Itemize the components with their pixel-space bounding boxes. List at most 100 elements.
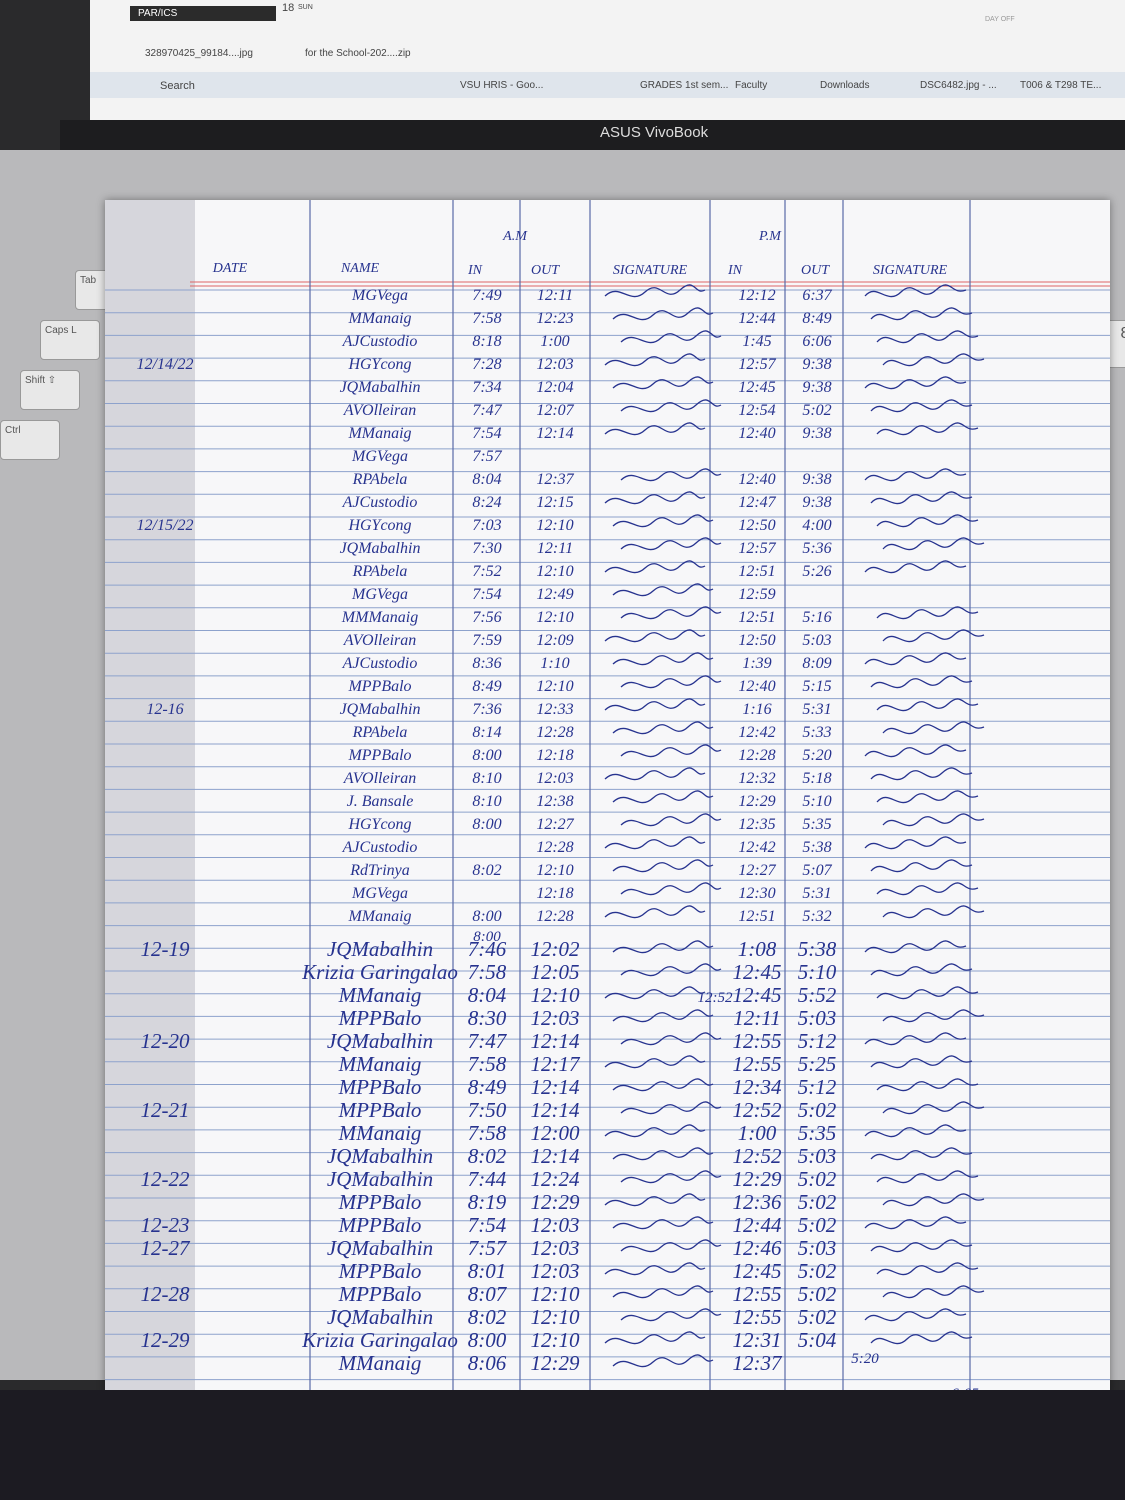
row-name: MManaig — [338, 1052, 422, 1076]
pm-in: 12:35 — [738, 816, 775, 833]
signature — [620, 1032, 722, 1046]
am-in: 8:07 — [468, 1282, 508, 1306]
am-out: 12:14 — [531, 1098, 580, 1122]
am-in: 8:30 — [468, 1006, 507, 1030]
am-in: 8:36 — [472, 655, 501, 672]
signature — [882, 1009, 985, 1023]
taskbar-app[interactable]: VSU HRIS - Goo... — [460, 80, 544, 91]
taskbar-app[interactable]: Downloads — [820, 80, 870, 91]
row-date: 12-27 — [141, 1236, 191, 1260]
signature — [870, 1055, 973, 1069]
row-name: AJCustodio — [342, 333, 418, 350]
signature — [864, 1216, 967, 1230]
signature — [864, 1308, 967, 1322]
signature — [870, 1331, 973, 1345]
row-name: MGVega — [351, 448, 408, 465]
signature — [604, 491, 706, 505]
pm-in: 12:55 — [733, 1282, 782, 1306]
column-header: OUT — [531, 263, 560, 278]
pm-in: 1:39 — [742, 655, 771, 672]
row-name: MManaig — [347, 425, 411, 442]
am-in: 7:44 — [468, 1167, 507, 1191]
am-out: 12:10 — [531, 1282, 580, 1306]
binding-shadow — [105, 200, 195, 1395]
signature — [620, 744, 722, 758]
pm-in: 1:00 — [738, 1121, 777, 1145]
signature — [620, 468, 722, 482]
signature — [604, 560, 706, 574]
signature — [604, 767, 706, 781]
taskbar-app[interactable]: GRADES 1st sem... — [640, 80, 729, 91]
pm-out: 5:02 — [798, 1167, 837, 1191]
signature — [612, 940, 714, 954]
am-in: 8:18 — [472, 333, 501, 350]
pm-out: 5:35 — [798, 1121, 837, 1145]
pm-in: 12:55 — [733, 1052, 782, 1076]
download-item[interactable]: for the School-202....zip — [305, 48, 411, 59]
pm-out: 9:38 — [802, 425, 831, 442]
signature — [882, 721, 985, 735]
pm-in: 12:57 — [738, 540, 776, 557]
pm-out: 6:37 — [802, 287, 832, 304]
pm-out: 5:15 — [802, 678, 831, 695]
row-date: 12/14/22 — [137, 356, 194, 373]
signature — [876, 882, 979, 896]
search-box[interactable]: Search — [160, 80, 195, 92]
am-in: 7:49 — [472, 287, 501, 304]
signature — [876, 422, 979, 436]
am-in: 7:52 — [472, 563, 501, 580]
pm-out: 8:09 — [802, 655, 831, 672]
am-in: 7:54 — [468, 1213, 507, 1237]
row-name: MMManaig — [341, 609, 418, 626]
pm-out: 5:07 — [802, 862, 832, 879]
download-item[interactable]: 328970425_99184....jpg — [145, 48, 253, 59]
taskbar-app[interactable]: DSC6482.jpg - ... — [920, 80, 997, 91]
pm-out: 6:06 — [802, 333, 831, 350]
taskbar-app[interactable]: Faculty — [735, 80, 768, 91]
am-out: 12:10 — [536, 517, 573, 534]
signature — [620, 1308, 722, 1322]
signature — [864, 940, 967, 954]
row-name: Krizia Garingalao — [301, 960, 458, 984]
row-name: Krizia Garingalao — [301, 1328, 458, 1352]
table-surface — [0, 1390, 1125, 1500]
am-out: 12:10 — [531, 1305, 580, 1329]
am-in: 8:10 — [472, 770, 501, 787]
signature — [604, 284, 706, 298]
row-name: MPPBalo — [347, 747, 411, 764]
signature — [882, 1101, 985, 1115]
am-out: 12:03 — [531, 1236, 580, 1260]
browser-tab[interactable]: PAR/ICS — [130, 6, 276, 21]
pm-in: 12:45 — [733, 983, 782, 1007]
pm-out: 5:03 — [802, 632, 831, 649]
am-out: 12:10 — [531, 1328, 580, 1352]
signature — [870, 675, 973, 689]
logbook-page: DATE NAME A.M IN OUT SIGNATURE P.M IN OUT SIGNATU… — [105, 200, 1110, 1402]
pm-out: 5:32 — [802, 908, 831, 925]
pm-in: 12:55 — [733, 1029, 782, 1053]
row-date: 12-23 — [141, 1213, 190, 1237]
am-out: 12:27 — [536, 816, 574, 833]
signature — [870, 963, 973, 977]
am-out: 12:03 — [531, 1213, 580, 1237]
signature — [864, 468, 967, 482]
margin-note: 8:00 — [473, 929, 501, 945]
pm-in: 12:57 — [738, 356, 776, 373]
am-out: 12:11 — [537, 287, 573, 304]
signature — [882, 537, 985, 551]
taskbar-app[interactable]: T006 & T298 TE... — [1020, 80, 1102, 91]
column-header: DATE — [212, 261, 248, 276]
pm-in: 12:44 — [738, 310, 775, 327]
am-out: 12:29 — [531, 1351, 580, 1375]
column-header: NAME — [340, 261, 380, 276]
row-name: J. Bansale — [347, 793, 414, 810]
signature — [612, 376, 714, 390]
laptop-screen: PAR/ICS 18 SUN DAY OFF 328970425_99184..… — [90, 0, 1125, 120]
am-out: 12:11 — [537, 540, 573, 557]
row-name: MPPBalo — [338, 1259, 422, 1283]
brand: ASUS VivoBook — [600, 124, 709, 141]
row-name: MManaig — [347, 310, 411, 327]
signature — [604, 422, 706, 436]
row-name: MManaig — [338, 1121, 422, 1145]
signature — [870, 767, 973, 781]
